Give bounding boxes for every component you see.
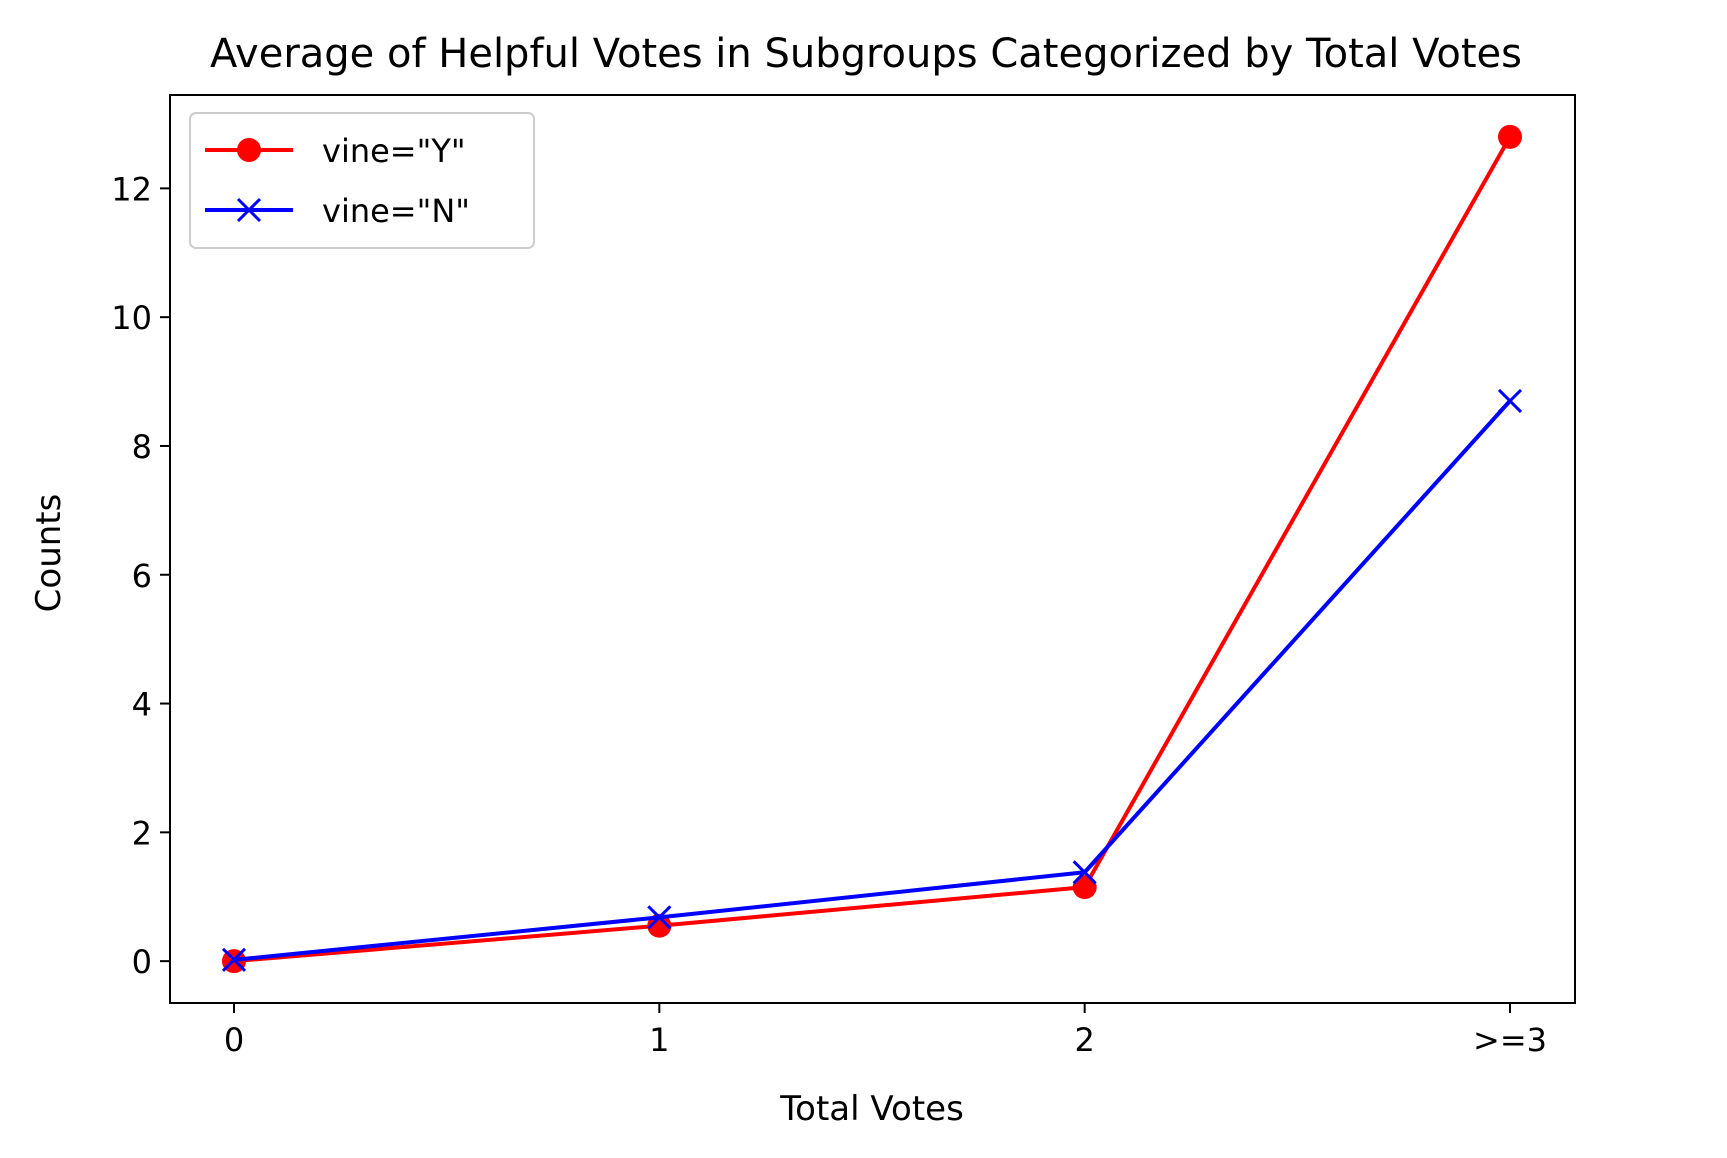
- y-tick-label: 10: [111, 299, 152, 337]
- y-tick-label: 4: [132, 686, 152, 724]
- y-tick-label: 12: [111, 170, 152, 208]
- data-point-2: [647, 905, 672, 930]
- legend-marker-2: [236, 197, 262, 223]
- x-axis-label: Total Votes: [779, 1089, 964, 1129]
- legend-label-1: vine="Y": [322, 132, 466, 170]
- y-tick-label: 8: [132, 428, 152, 466]
- y-tick-label: 6: [132, 557, 152, 595]
- legend-marker-1: [237, 138, 261, 162]
- data-point-2: [221, 947, 247, 972]
- series-line-2: [233, 399, 1512, 962]
- legend-box: [189, 112, 535, 249]
- y-tick-label: 0: [132, 943, 152, 981]
- x-tick-label: 1: [649, 1021, 669, 1059]
- data-point-1: [1498, 124, 1522, 149]
- data-point-2: [1072, 860, 1097, 885]
- x-tick-label: 0: [224, 1021, 244, 1059]
- y-tick-label: 2: [132, 814, 152, 852]
- x-tick-label: >=3: [1473, 1021, 1547, 1059]
- data-point-1: [1072, 875, 1097, 900]
- chart-title: Average of Helpful Votes in Subgroups Ca…: [210, 31, 1522, 77]
- legend-label-2: vine="N": [322, 192, 470, 230]
- data-point-2: [1497, 388, 1523, 413]
- series-line-1: [233, 135, 1512, 964]
- y-axis-label: Counts: [29, 494, 69, 613]
- plot-frame: [169, 94, 1576, 1004]
- x-tick-label: 2: [1074, 1021, 1094, 1059]
